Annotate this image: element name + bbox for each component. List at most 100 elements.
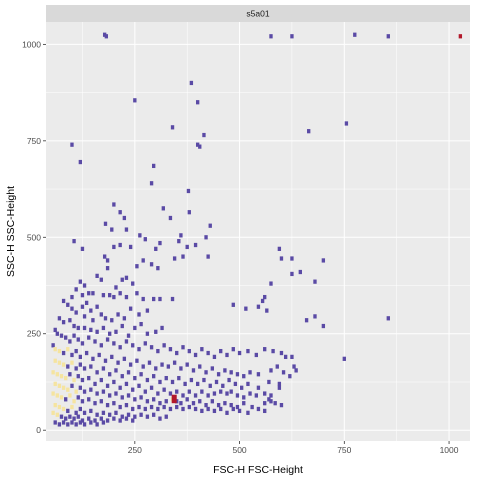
density-bin xyxy=(99,416,103,421)
density-bin xyxy=(256,372,261,377)
density-bin xyxy=(76,395,80,400)
density-bin xyxy=(82,410,87,415)
density-bin xyxy=(89,387,93,392)
density-bin xyxy=(84,300,89,305)
density-bin xyxy=(156,266,160,271)
density-bin xyxy=(177,239,181,244)
density-bin xyxy=(55,331,59,336)
density-bin xyxy=(53,327,57,333)
density-bin xyxy=(114,410,118,415)
density-bin xyxy=(206,254,210,259)
density-bin xyxy=(95,273,99,278)
density-bin xyxy=(187,210,191,215)
density-bin xyxy=(279,402,284,408)
density-bin xyxy=(279,350,284,356)
density-bin xyxy=(59,414,64,419)
density-bin xyxy=(93,401,97,406)
density-bin xyxy=(143,237,147,242)
density-bin xyxy=(68,393,72,398)
density-bin xyxy=(206,350,210,356)
density-bin xyxy=(242,401,246,406)
density-bin xyxy=(269,34,273,39)
density-bin xyxy=(91,356,95,361)
density-bin xyxy=(154,246,158,251)
density-bin xyxy=(152,412,156,417)
density-bin xyxy=(135,264,139,269)
density-bin xyxy=(277,381,282,387)
density-bin xyxy=(131,387,135,392)
density-bin xyxy=(186,188,191,194)
density-bin xyxy=(161,206,165,211)
density-bin xyxy=(242,374,246,379)
density-bin xyxy=(181,254,185,259)
density-bin xyxy=(152,296,156,302)
density-bin xyxy=(80,341,85,346)
density-bin xyxy=(248,391,252,396)
density-bin xyxy=(118,345,122,350)
density-bin xyxy=(99,343,103,348)
density-bin xyxy=(164,399,168,404)
density-bin xyxy=(143,341,147,346)
density-bin xyxy=(57,383,62,388)
density-bin xyxy=(149,404,154,410)
density-bin xyxy=(126,333,131,338)
density-bin xyxy=(133,414,137,419)
density-bin xyxy=(57,316,62,321)
density-bin xyxy=(164,375,168,381)
density-bin xyxy=(221,383,225,388)
density-bin xyxy=(177,375,181,381)
density-bin xyxy=(212,408,217,414)
density-bin xyxy=(204,235,208,240)
density-bin xyxy=(122,356,127,361)
x-tick-label: 1000 xyxy=(440,445,459,455)
density-bin xyxy=(80,377,85,383)
density-bin xyxy=(187,404,191,410)
density-bin xyxy=(112,202,116,207)
density-bin xyxy=(145,399,150,404)
density-bin xyxy=(189,377,194,383)
density-bin xyxy=(145,377,150,383)
density-bin xyxy=(120,374,124,379)
density-bin xyxy=(66,422,70,427)
density-bin xyxy=(82,283,87,288)
density-bin xyxy=(95,370,99,375)
density-bin xyxy=(139,412,143,417)
density-bin xyxy=(160,362,164,367)
density-bin xyxy=(143,406,147,412)
density-bin xyxy=(263,347,267,352)
density-bin xyxy=(139,321,143,327)
density-bin xyxy=(254,352,258,358)
density-bin xyxy=(72,399,76,404)
density-bin xyxy=(219,389,223,394)
density-bin xyxy=(64,375,68,381)
density-bin xyxy=(342,356,346,361)
density-bin xyxy=(168,347,173,352)
density-bin xyxy=(279,256,284,261)
density-bin xyxy=(344,121,349,126)
density-bin xyxy=(124,416,129,421)
density-bin xyxy=(158,401,162,406)
density-bin xyxy=(70,383,74,388)
density-bin xyxy=(76,414,80,419)
density-bin xyxy=(145,414,150,419)
density-bin xyxy=(321,323,326,329)
density-bin xyxy=(118,210,122,215)
density-bin xyxy=(78,362,83,367)
density-bin xyxy=(78,354,83,360)
density-bin xyxy=(55,372,59,377)
density-bin xyxy=(108,412,112,417)
density-bin xyxy=(158,379,162,385)
density-bin xyxy=(246,348,250,354)
y-tick-label: 750 xyxy=(27,136,41,146)
density-bin xyxy=(114,285,118,290)
density-bin xyxy=(170,379,175,385)
density-bin xyxy=(263,408,267,414)
density-bin xyxy=(149,385,154,390)
density-bin xyxy=(152,374,156,379)
density-bin xyxy=(181,393,185,398)
density-bin xyxy=(386,34,390,39)
density-bin xyxy=(256,406,261,412)
density-bin xyxy=(168,391,173,396)
density-bin xyxy=(108,393,112,398)
density-bin xyxy=(82,422,87,427)
